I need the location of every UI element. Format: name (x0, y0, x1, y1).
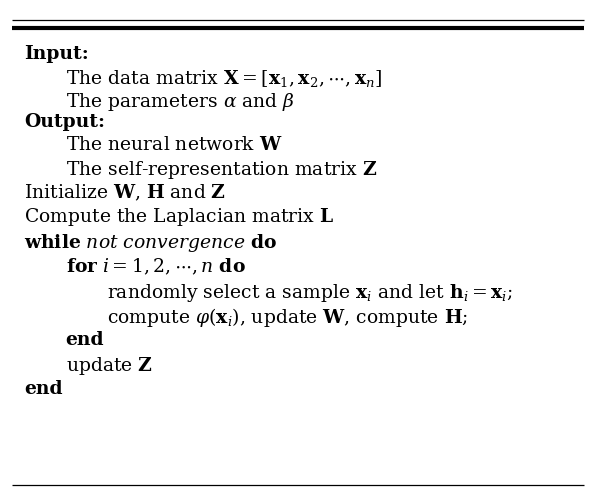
Text: update $\mathbf{Z}$: update $\mathbf{Z}$ (66, 355, 153, 377)
Text: Initialize $\mathbf{W}$, $\mathbf{H}$ and $\mathbf{Z}$: Initialize $\mathbf{W}$, $\mathbf{H}$ an… (24, 182, 226, 203)
Text: The neural network $\mathbf{W}$: The neural network $\mathbf{W}$ (66, 136, 283, 154)
Text: compute $\varphi(\mathbf{x}_i)$, update $\mathbf{W}$, compute $\mathbf{H}$;: compute $\varphi(\mathbf{x}_i)$, update … (107, 306, 468, 329)
Text: $\mathbf{while}\ \mathit{not\ convergence}\ \mathbf{do}$: $\mathbf{while}\ \mathit{not\ convergenc… (24, 232, 277, 254)
Text: Input:: Input: (24, 45, 89, 64)
Text: The self-representation matrix $\mathbf{Z}$: The self-representation matrix $\mathbf{… (66, 159, 377, 181)
Text: $\mathbf{for}\ i = 1, 2, \cdots, n\ \mathbf{do}$: $\mathbf{for}\ i = 1, 2, \cdots, n\ \mat… (66, 257, 246, 277)
Text: The parameters $\alpha$ and $\beta$: The parameters $\alpha$ and $\beta$ (66, 91, 294, 113)
Text: end: end (24, 380, 63, 398)
Text: end: end (66, 331, 104, 349)
Text: Output:: Output: (24, 113, 105, 132)
Text: The data matrix $\mathbf{X} = [\mathbf{x}_1, \mathbf{x}_2, \cdots, \mathbf{x}_n]: The data matrix $\mathbf{X} = [\mathbf{x… (66, 68, 382, 89)
Text: randomly select a sample $\mathbf{x}_i$ and let $\mathbf{h}_i = \mathbf{x}_i$;: randomly select a sample $\mathbf{x}_i$ … (107, 282, 513, 304)
Text: Compute the Laplacian matrix $\mathbf{L}$: Compute the Laplacian matrix $\mathbf{L}… (24, 206, 334, 228)
